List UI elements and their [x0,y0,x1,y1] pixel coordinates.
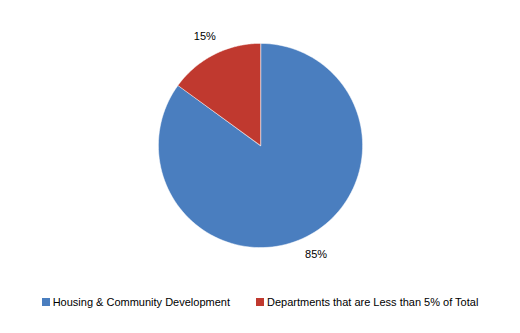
html-text:Housing & Community Developmen: Housing & Community Development [52,296,230,308]
svg-text:15%: 15% [194,30,216,42]
svg-text:85%: 85% [305,248,327,260]
html-text:Departments that are Less than: Departments that are Less than 5% of Tot… [267,296,479,308]
